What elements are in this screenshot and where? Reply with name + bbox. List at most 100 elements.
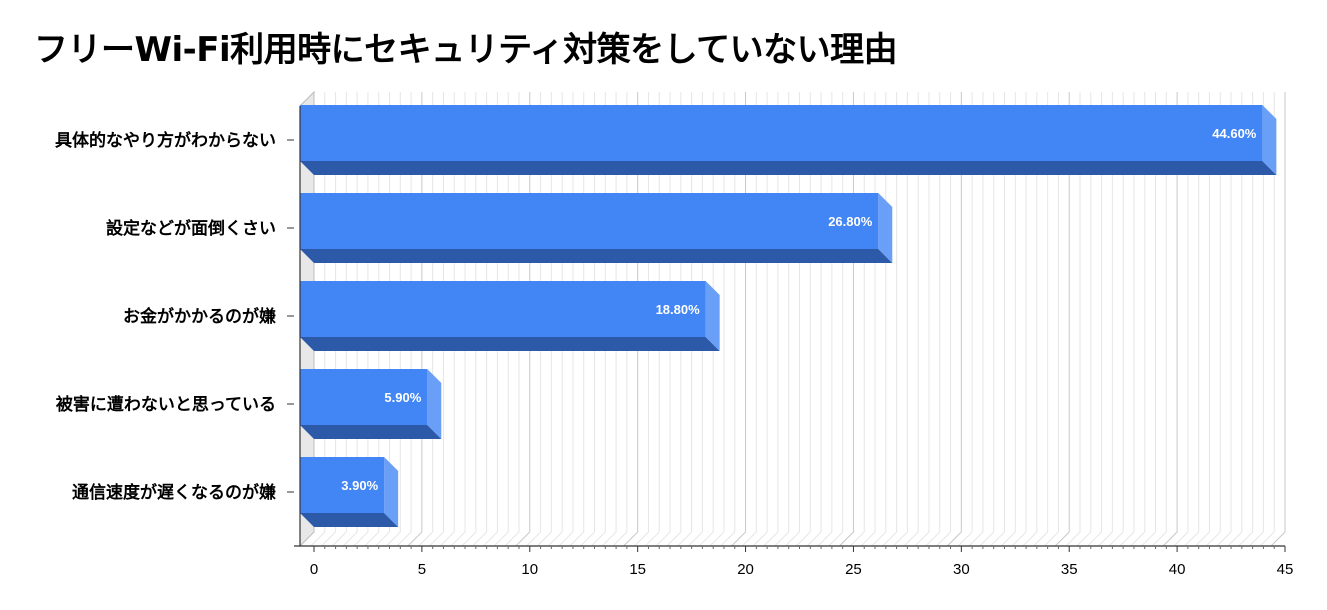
floor-gridline	[418, 531, 434, 547]
chart-bars: 44.60% 26.80% 18.80% 5.90% 3.90%	[300, 105, 1277, 527]
floor-gridline	[385, 531, 401, 547]
floor-gridline	[1184, 531, 1200, 547]
category-label: 設定などが面倒くさい	[106, 218, 276, 239]
x-tick-label: 5	[418, 561, 426, 578]
floor-gridline	[968, 531, 984, 547]
floor-gridline	[828, 531, 844, 547]
floor-gridline	[623, 531, 639, 547]
floor-gridline	[461, 531, 477, 547]
floor-gridline	[849, 531, 865, 547]
floor-gridline	[429, 531, 444, 547]
floor-gridline	[1044, 531, 1059, 547]
floor-gridline	[1141, 531, 1156, 547]
floor-gridline	[396, 531, 412, 547]
floor-gridline	[957, 531, 973, 547]
floor-gridline	[1022, 531, 1038, 547]
floor-gridline	[979, 531, 995, 547]
x-tick-label: 0	[310, 561, 318, 578]
floor-gridline	[763, 531, 779, 547]
category-label: 具体的なやり方がわからない	[54, 130, 276, 151]
floor-gridline	[860, 531, 876, 547]
floor-gridline	[569, 531, 585, 547]
data-label: 26.80%	[828, 214, 873, 229]
bar-2: 26.80%	[300, 193, 893, 263]
floor-gridline	[1238, 531, 1253, 547]
floor-gridline	[353, 531, 369, 547]
floor-gridline	[752, 531, 768, 547]
floor-gridline	[655, 531, 671, 547]
floor-gridline	[1000, 531, 1016, 547]
floor-gridline	[893, 531, 908, 547]
floor-gridline	[1119, 531, 1135, 547]
floor-gridline	[342, 531, 358, 547]
floor-gridline	[439, 531, 455, 547]
category-label: お金がかかるのが嫌	[123, 306, 276, 327]
bar-end-face	[878, 193, 893, 263]
bar-front-face	[300, 193, 879, 249]
floor-gridline	[1216, 531, 1232, 547]
floor-gridline	[1205, 531, 1221, 547]
bar-front-face	[300, 369, 428, 425]
floor-gridline	[558, 531, 574, 547]
floor-gridline	[795, 531, 811, 547]
floor-gridline	[677, 531, 692, 547]
floor-gridline	[936, 531, 951, 547]
floor-gridline	[720, 531, 736, 547]
y-axis-category-labels: 具体的なやり方がわからない設定などが面倒くさいお金がかかるのが嫌被害に遭わないと…	[54, 130, 276, 503]
floor-gridline	[1259, 531, 1275, 547]
bar-end-face	[427, 369, 442, 439]
floor-gridline	[612, 531, 628, 547]
floor-gridline	[1054, 531, 1070, 547]
floor-gridline	[1076, 531, 1092, 547]
x-axis-tick-labels: 0 5 10 15 20 25 30 35 40 45	[310, 561, 1294, 578]
x-tick-label: 35	[1061, 561, 1078, 578]
category-label: 被害に遭わないと思っている	[56, 394, 276, 415]
floor-gridline	[321, 531, 336, 547]
floor-gridline	[1195, 531, 1210, 547]
bar-front-face	[300, 281, 706, 337]
floor-gridline	[1249, 531, 1264, 547]
floor-gridline	[731, 531, 746, 547]
floor-gridline	[590, 531, 606, 547]
floor-gridline	[537, 531, 552, 547]
floor-gridline	[914, 531, 930, 547]
bar-bottom-face	[300, 425, 442, 439]
floor-gridline	[946, 531, 962, 547]
data-label: 5.90%	[384, 390, 421, 405]
floor-gridline	[774, 531, 790, 547]
floor-gridline	[1098, 531, 1113, 547]
floor-gridline	[741, 531, 757, 547]
chart-title: フリーWi-Fi利用時にセキュリティ対策をしていない理由	[34, 30, 898, 70]
bar-end-face	[1262, 105, 1277, 175]
floor-gridline	[580, 531, 595, 547]
floor-gridline	[1173, 531, 1189, 547]
chart-axes	[287, 106, 1286, 552]
floor-gridline	[504, 531, 520, 547]
x-tick-label: 40	[1169, 561, 1186, 578]
floor-gridline	[644, 531, 660, 547]
data-label: 3.90%	[341, 478, 378, 493]
floor-gridline	[839, 531, 854, 547]
x-tick-label: 10	[521, 561, 538, 578]
bar-front-face	[300, 457, 385, 513]
x-tick-label: 45	[1277, 561, 1294, 578]
floor-gridline	[1227, 531, 1243, 547]
floor-gridline	[547, 531, 563, 547]
floor-gridline	[450, 531, 466, 547]
bar-end-face	[384, 457, 399, 527]
floor-gridline	[407, 531, 423, 547]
bar-bottom-face	[300, 249, 893, 263]
floor-gridline	[1011, 531, 1027, 547]
floor-gridline	[925, 531, 941, 547]
x-tick-label: 20	[737, 561, 754, 578]
bar-4: 5.90%	[300, 369, 442, 439]
floor-gridline	[1087, 531, 1102, 547]
bar-bottom-face	[300, 513, 399, 527]
data-label: 18.80%	[656, 302, 701, 317]
bar-3: 18.80%	[300, 281, 720, 351]
category-label: 通信速度が遅くなるのが嫌	[72, 482, 276, 503]
x-tick-label: 25	[845, 561, 862, 578]
floor-gridline	[493, 531, 509, 547]
floor-gridline	[990, 531, 1005, 547]
floor-gridline	[1033, 531, 1048, 547]
